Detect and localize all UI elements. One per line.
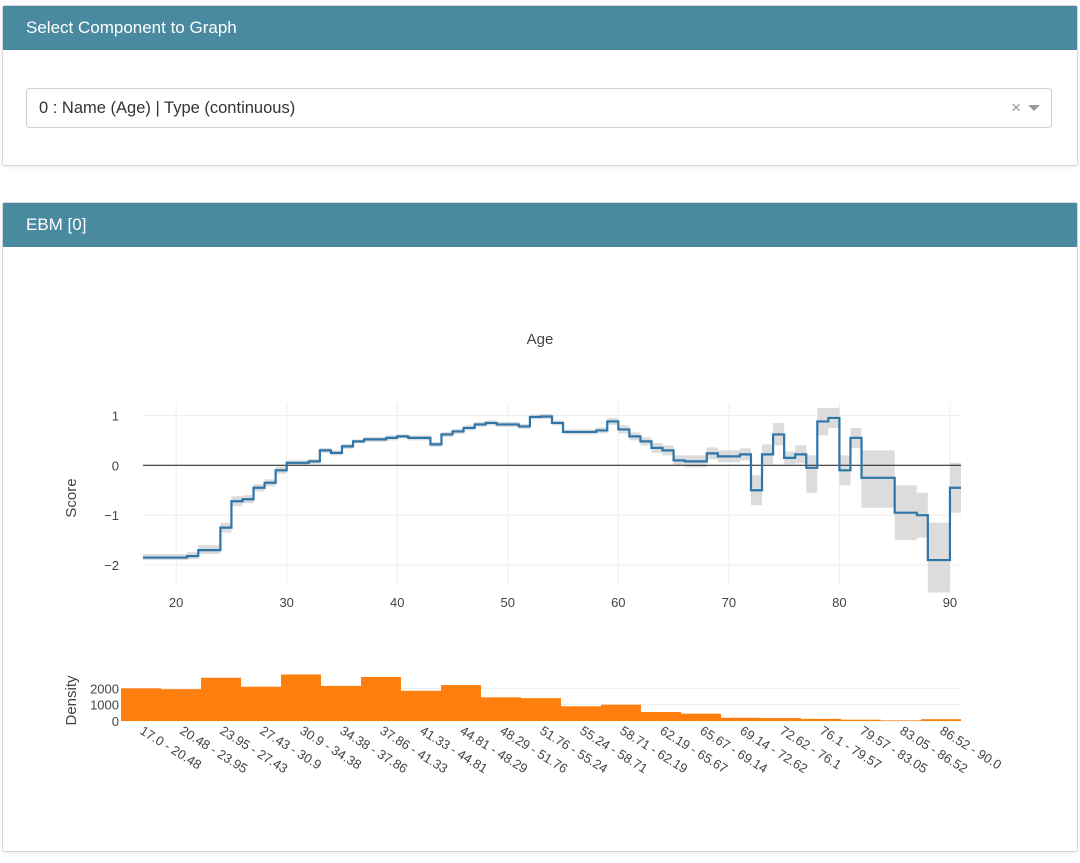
x-tick-label: 30: [279, 595, 293, 610]
score-step-line: [143, 415, 961, 562]
density-bar: [841, 719, 881, 721]
density-bar: [201, 677, 241, 721]
x-tick-label: 80: [832, 595, 846, 610]
density-bar: [281, 674, 321, 721]
density-bar: [161, 689, 201, 721]
clear-selection-icon[interactable]: ×: [1011, 98, 1021, 117]
confidence-band: [861, 450, 895, 508]
x-tick-label: 90: [943, 595, 957, 610]
density-bar: [561, 706, 601, 721]
density-bar: [681, 713, 721, 721]
chart-title: Age: [527, 331, 554, 348]
y-tick-label: −2: [104, 558, 119, 573]
density-bar: [241, 686, 281, 721]
density-bar: [801, 718, 841, 721]
density-bar: [121, 688, 161, 721]
y-tick-label: −1: [104, 508, 119, 523]
confidence-band: [806, 455, 818, 493]
component-select-dropdown[interactable]: 0 : Name (Age) | Type (continuous) ×: [26, 88, 1052, 128]
y-tick-label: 0: [112, 458, 119, 473]
density-bar: [881, 720, 921, 721]
x-tick-label: 40: [390, 595, 404, 610]
select-component-panel: Select Component to Graph 0 : Name (Age)…: [2, 5, 1078, 166]
density-bar: [481, 697, 521, 721]
confidence-band: [927, 522, 950, 593]
density-bar: [521, 698, 561, 721]
density-bar: [601, 704, 641, 721]
density-bar: [921, 719, 961, 721]
x-tick-label: 60: [611, 595, 625, 610]
density-bar: [321, 685, 361, 721]
ebm-panel-header: EBM [0]: [3, 203, 1077, 247]
density-bar: [361, 676, 401, 721]
x-tick-label: 50: [501, 595, 515, 610]
x-tick-label: 20: [169, 595, 183, 610]
select-panel-header: Select Component to Graph: [3, 6, 1077, 50]
selected-component-value: 0 : Name (Age) | Type (continuous): [39, 99, 296, 117]
density-bar: [641, 712, 681, 721]
density-tick-label: 2000: [90, 681, 119, 696]
density-bar: [761, 718, 801, 721]
ebm-panel: EBM [0] Age 20 30 40 50 60 70 80 90 −2 −1 0 1 Score 0 1…: [2, 202, 1078, 852]
density-bar: [721, 717, 761, 721]
y-tick-label: 1: [112, 408, 119, 423]
density-tick-label: 1000: [90, 698, 119, 713]
density-axis-title: Density: [63, 675, 80, 726]
density-bar: [401, 690, 441, 721]
x-tick-label: 70: [722, 595, 736, 610]
density-tick-label: 0: [112, 714, 119, 729]
y-axis-title: Score: [63, 478, 80, 517]
chevron-down-icon[interactable]: [1028, 105, 1040, 111]
density-bar: [441, 685, 481, 721]
